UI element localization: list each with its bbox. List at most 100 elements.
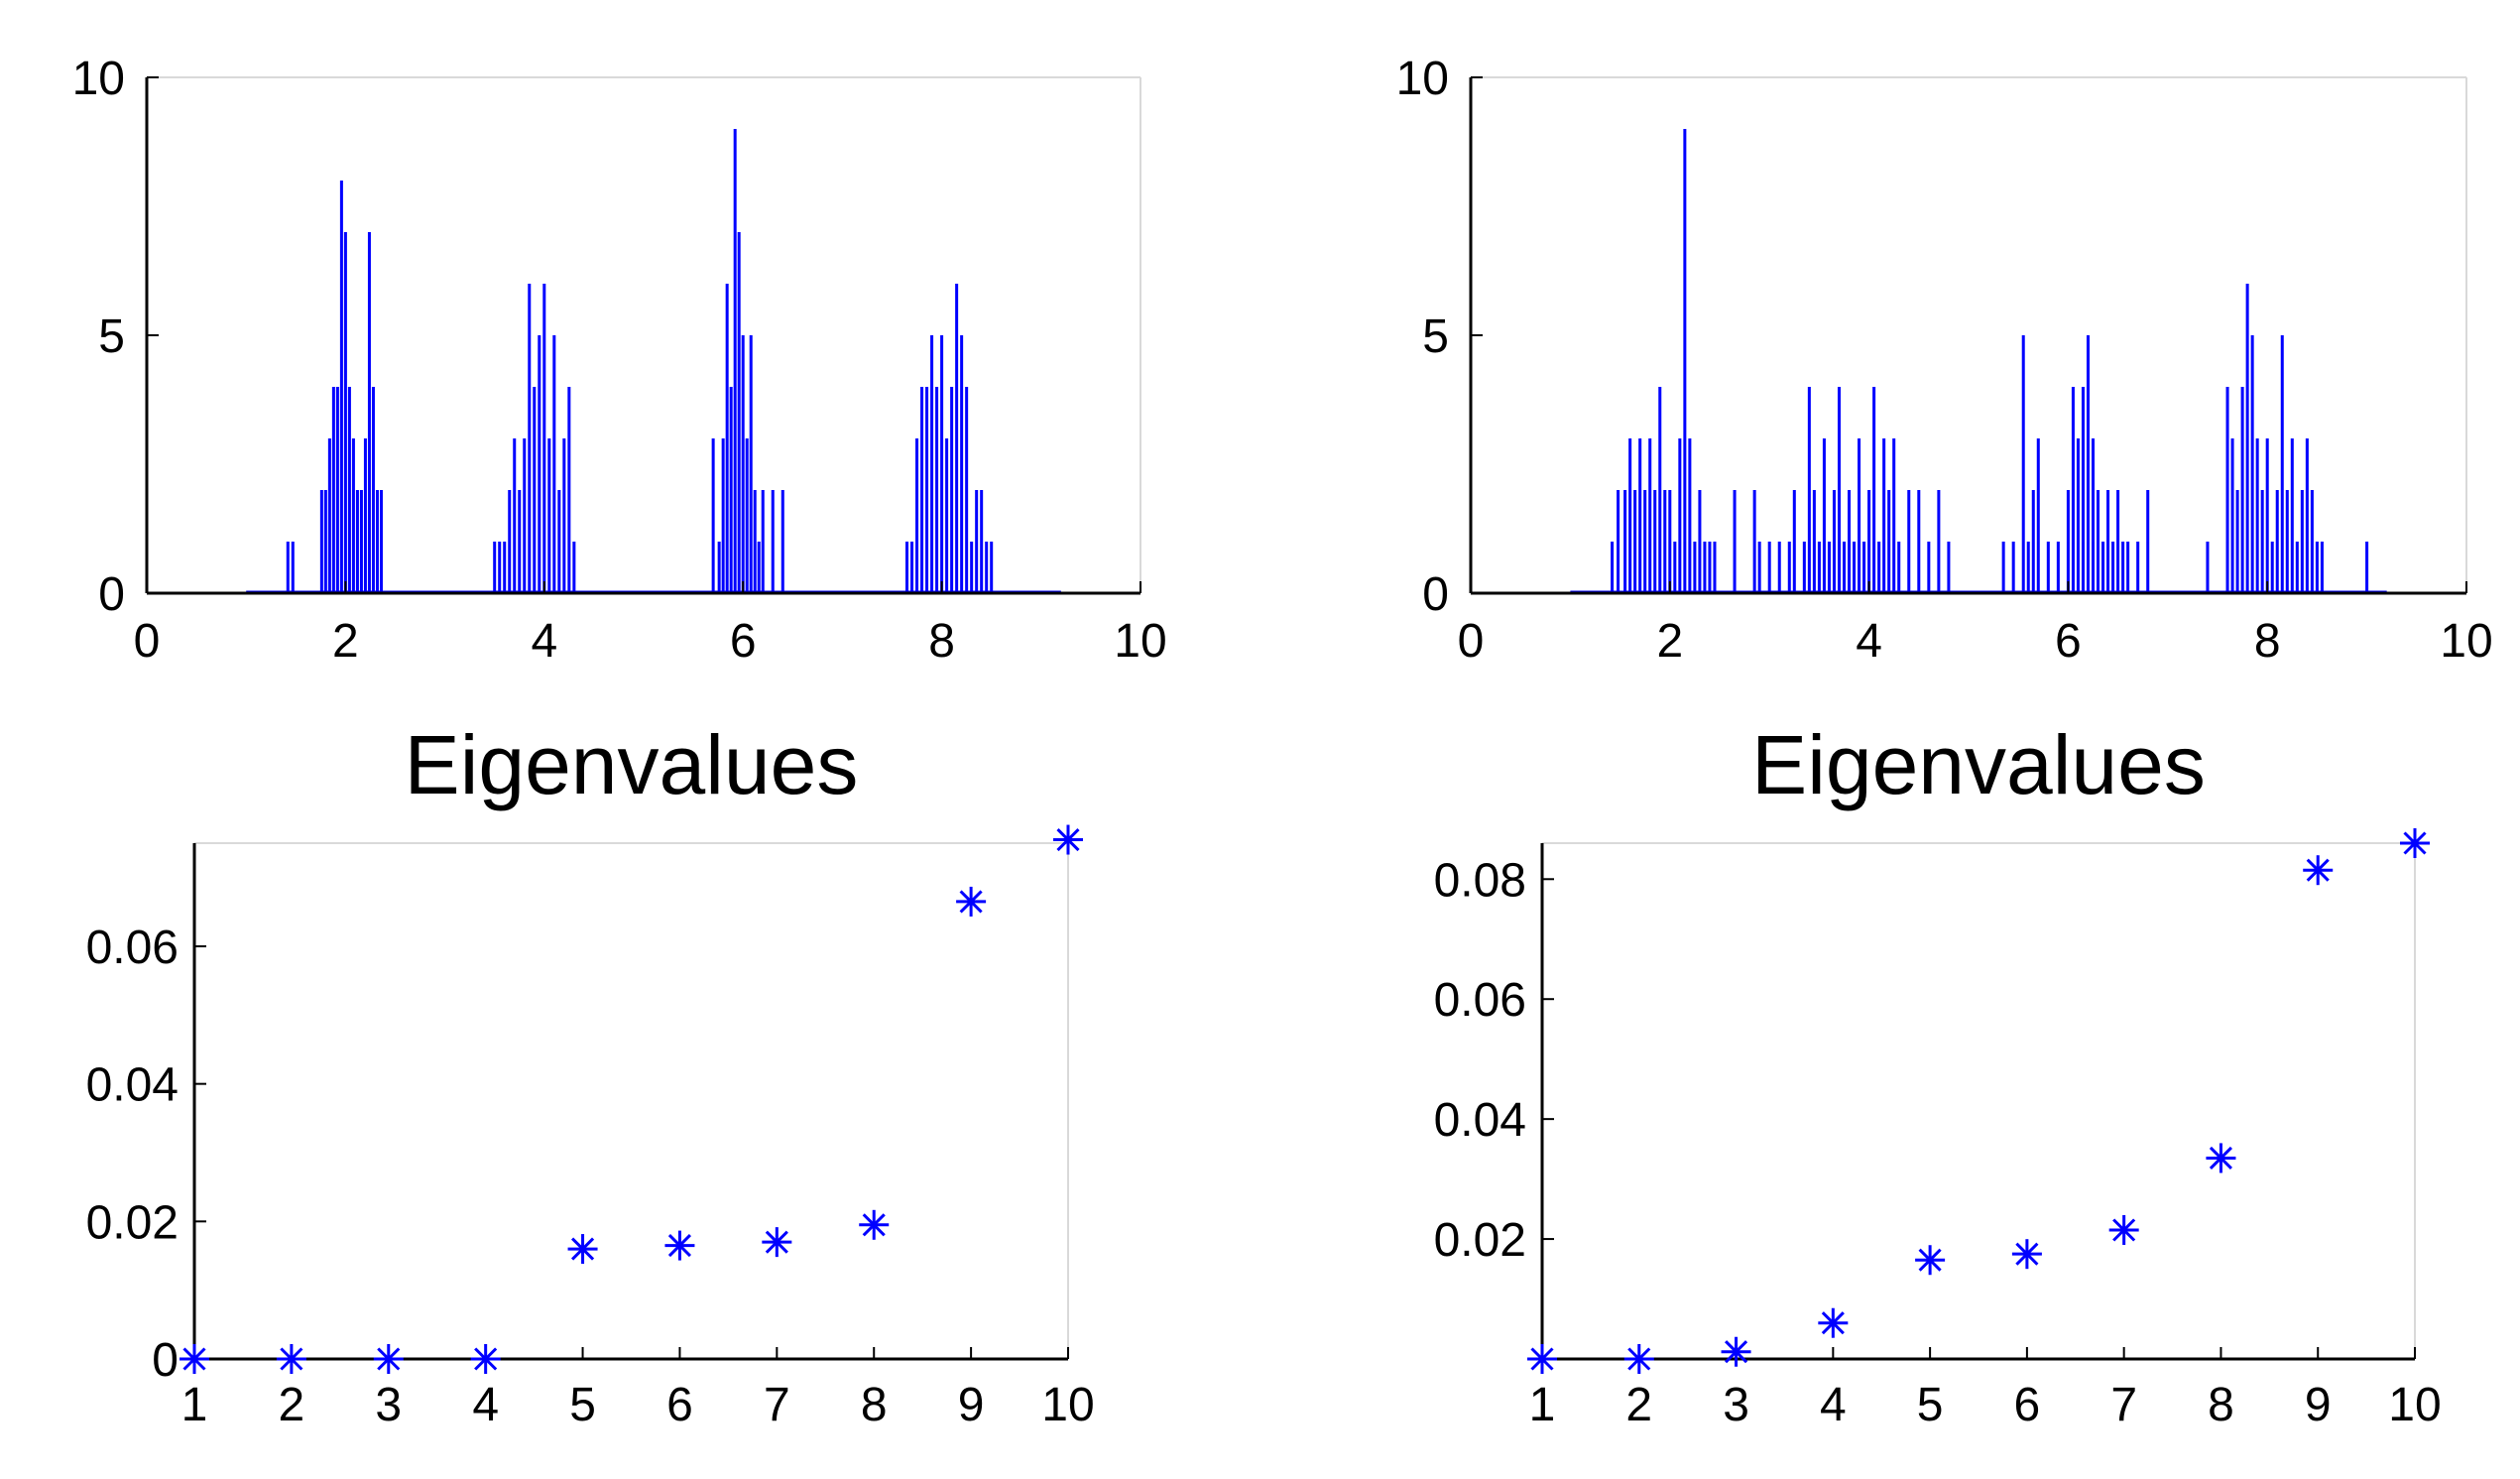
- histogram-bar: [528, 284, 532, 593]
- y-tick-label: 0.06: [1434, 974, 1526, 1027]
- histogram-bar: [286, 542, 290, 593]
- data-point-marker: [2303, 855, 2334, 886]
- histogram-bar: [749, 335, 753, 593]
- histogram-bar: [761, 490, 765, 593]
- histogram-bar: [1733, 490, 1737, 593]
- histogram-bar: [2126, 542, 2130, 593]
- x-tick-label: 0: [134, 615, 161, 668]
- histogram-bar: [965, 387, 969, 593]
- histogram-bar: [771, 490, 775, 593]
- x-tick-label: 2: [1625, 1379, 1652, 1431]
- histogram-bar: [1862, 542, 1866, 593]
- histogram-bar: [572, 542, 576, 593]
- histogram-bar: [335, 387, 339, 593]
- x-tick-label: 8: [2254, 615, 2281, 668]
- histogram-bar: [567, 387, 571, 593]
- histogram-bar: [1703, 542, 1707, 593]
- histogram-bar: [2136, 542, 2140, 593]
- histogram-bar: [2260, 490, 2264, 593]
- histogram-bar: [733, 129, 737, 593]
- histogram-bar: [2245, 284, 2249, 593]
- x-tick-label: 8: [928, 615, 955, 668]
- histogram-bar: [2021, 335, 2025, 593]
- data-point-marker: [180, 1344, 209, 1374]
- data-point-marker: [859, 1209, 890, 1240]
- histogram-bar: [557, 490, 561, 593]
- histogram-bar: [2001, 542, 2005, 593]
- y-tick-label: 0: [152, 1334, 179, 1387]
- histogram-bar: [552, 335, 556, 593]
- histogram-bar: [1842, 542, 1847, 593]
- histogram-bar: [910, 542, 914, 593]
- histogram-bar: [1837, 387, 1841, 593]
- histogram-bar: [925, 387, 929, 593]
- histogram-bar: [2011, 542, 2015, 593]
- histogram-bar: [1757, 542, 1761, 593]
- panel-title: Eigenvalues: [1751, 718, 2206, 811]
- x-tick-label: 6: [2014, 1379, 2041, 1431]
- x-tick-label: 8: [861, 1379, 888, 1431]
- histogram-bar: [741, 335, 745, 593]
- histogram-bar: [1777, 542, 1781, 593]
- data-point-marker: [1623, 1344, 1654, 1374]
- y-tick-label: 0.04: [86, 1059, 179, 1112]
- histogram-bar: [508, 490, 512, 593]
- histogram-bar: [2240, 387, 2244, 593]
- x-tick-label: 3: [1723, 1379, 1749, 1431]
- histogram-bar: [1767, 542, 1771, 593]
- histogram-bar: [1683, 129, 1687, 593]
- histogram-bar: [2365, 542, 2369, 593]
- data-point-marker: [956, 886, 987, 917]
- x-tick-label: 10: [1041, 1379, 1094, 1431]
- histogram-bar: [737, 232, 741, 593]
- histogram-bar: [1792, 490, 1796, 593]
- x-tick-label: 0: [1458, 615, 1485, 668]
- histogram-bar: [1708, 542, 1712, 593]
- histogram-bar: [498, 542, 502, 593]
- histogram-bar: [920, 387, 924, 593]
- histogram-bar: [2091, 438, 2096, 593]
- histogram-bar: [371, 387, 375, 593]
- data-point-marker: [1915, 1245, 1946, 1276]
- x-tick-label: 2: [1656, 615, 1683, 668]
- y-tick-label: 5: [1422, 310, 1449, 363]
- histogram-bar: [1643, 490, 1647, 593]
- x-tick-label: 4: [1856, 615, 1882, 668]
- data-point-marker: [470, 1344, 501, 1374]
- y-tick-label: 0.02: [1434, 1214, 1526, 1267]
- histogram-bar: [1882, 438, 1886, 593]
- y-tick-label: 10: [1396, 53, 1449, 105]
- x-tick-label: 4: [531, 615, 557, 668]
- histogram-bar: [2081, 387, 2085, 593]
- x-tick-label: 9: [958, 1379, 985, 1431]
- histogram-bar: [1802, 542, 1806, 593]
- histogram-bar: [960, 335, 964, 593]
- histogram-bar: [2265, 438, 2269, 593]
- x-tick-label: 1: [181, 1379, 208, 1431]
- histogram-bar: [1668, 490, 1672, 593]
- histogram-bar: [339, 181, 343, 593]
- histogram-bar: [1673, 542, 1677, 593]
- y-tick-label: 10: [72, 53, 125, 105]
- y-tick-label: 5: [98, 310, 125, 363]
- x-tick-label: 7: [2110, 1379, 2137, 1431]
- x-tick-label: 10: [2388, 1379, 2441, 1431]
- histogram-bar: [323, 490, 327, 593]
- histogram-bar: [518, 490, 522, 593]
- x-tick-label: 5: [1917, 1379, 1944, 1431]
- histogram-bar: [2076, 438, 2080, 593]
- histogram-bar: [1807, 387, 1811, 593]
- x-tick-label: 3: [375, 1379, 402, 1431]
- histogram-bar: [985, 542, 989, 593]
- histogram-bar: [1832, 490, 1836, 593]
- histogram-bar: [2300, 490, 2304, 593]
- histogram-bar: [355, 490, 359, 593]
- histogram-bar: [955, 284, 959, 593]
- histogram-bar: [291, 542, 295, 593]
- data-point-marker: [2206, 1143, 2236, 1173]
- histogram-bar: [945, 438, 949, 593]
- histogram-bar: [1787, 542, 1791, 593]
- histogram-bar: [1927, 542, 1931, 593]
- data-point-marker: [2011, 1239, 2042, 1270]
- x-tick-label: 2: [332, 615, 359, 668]
